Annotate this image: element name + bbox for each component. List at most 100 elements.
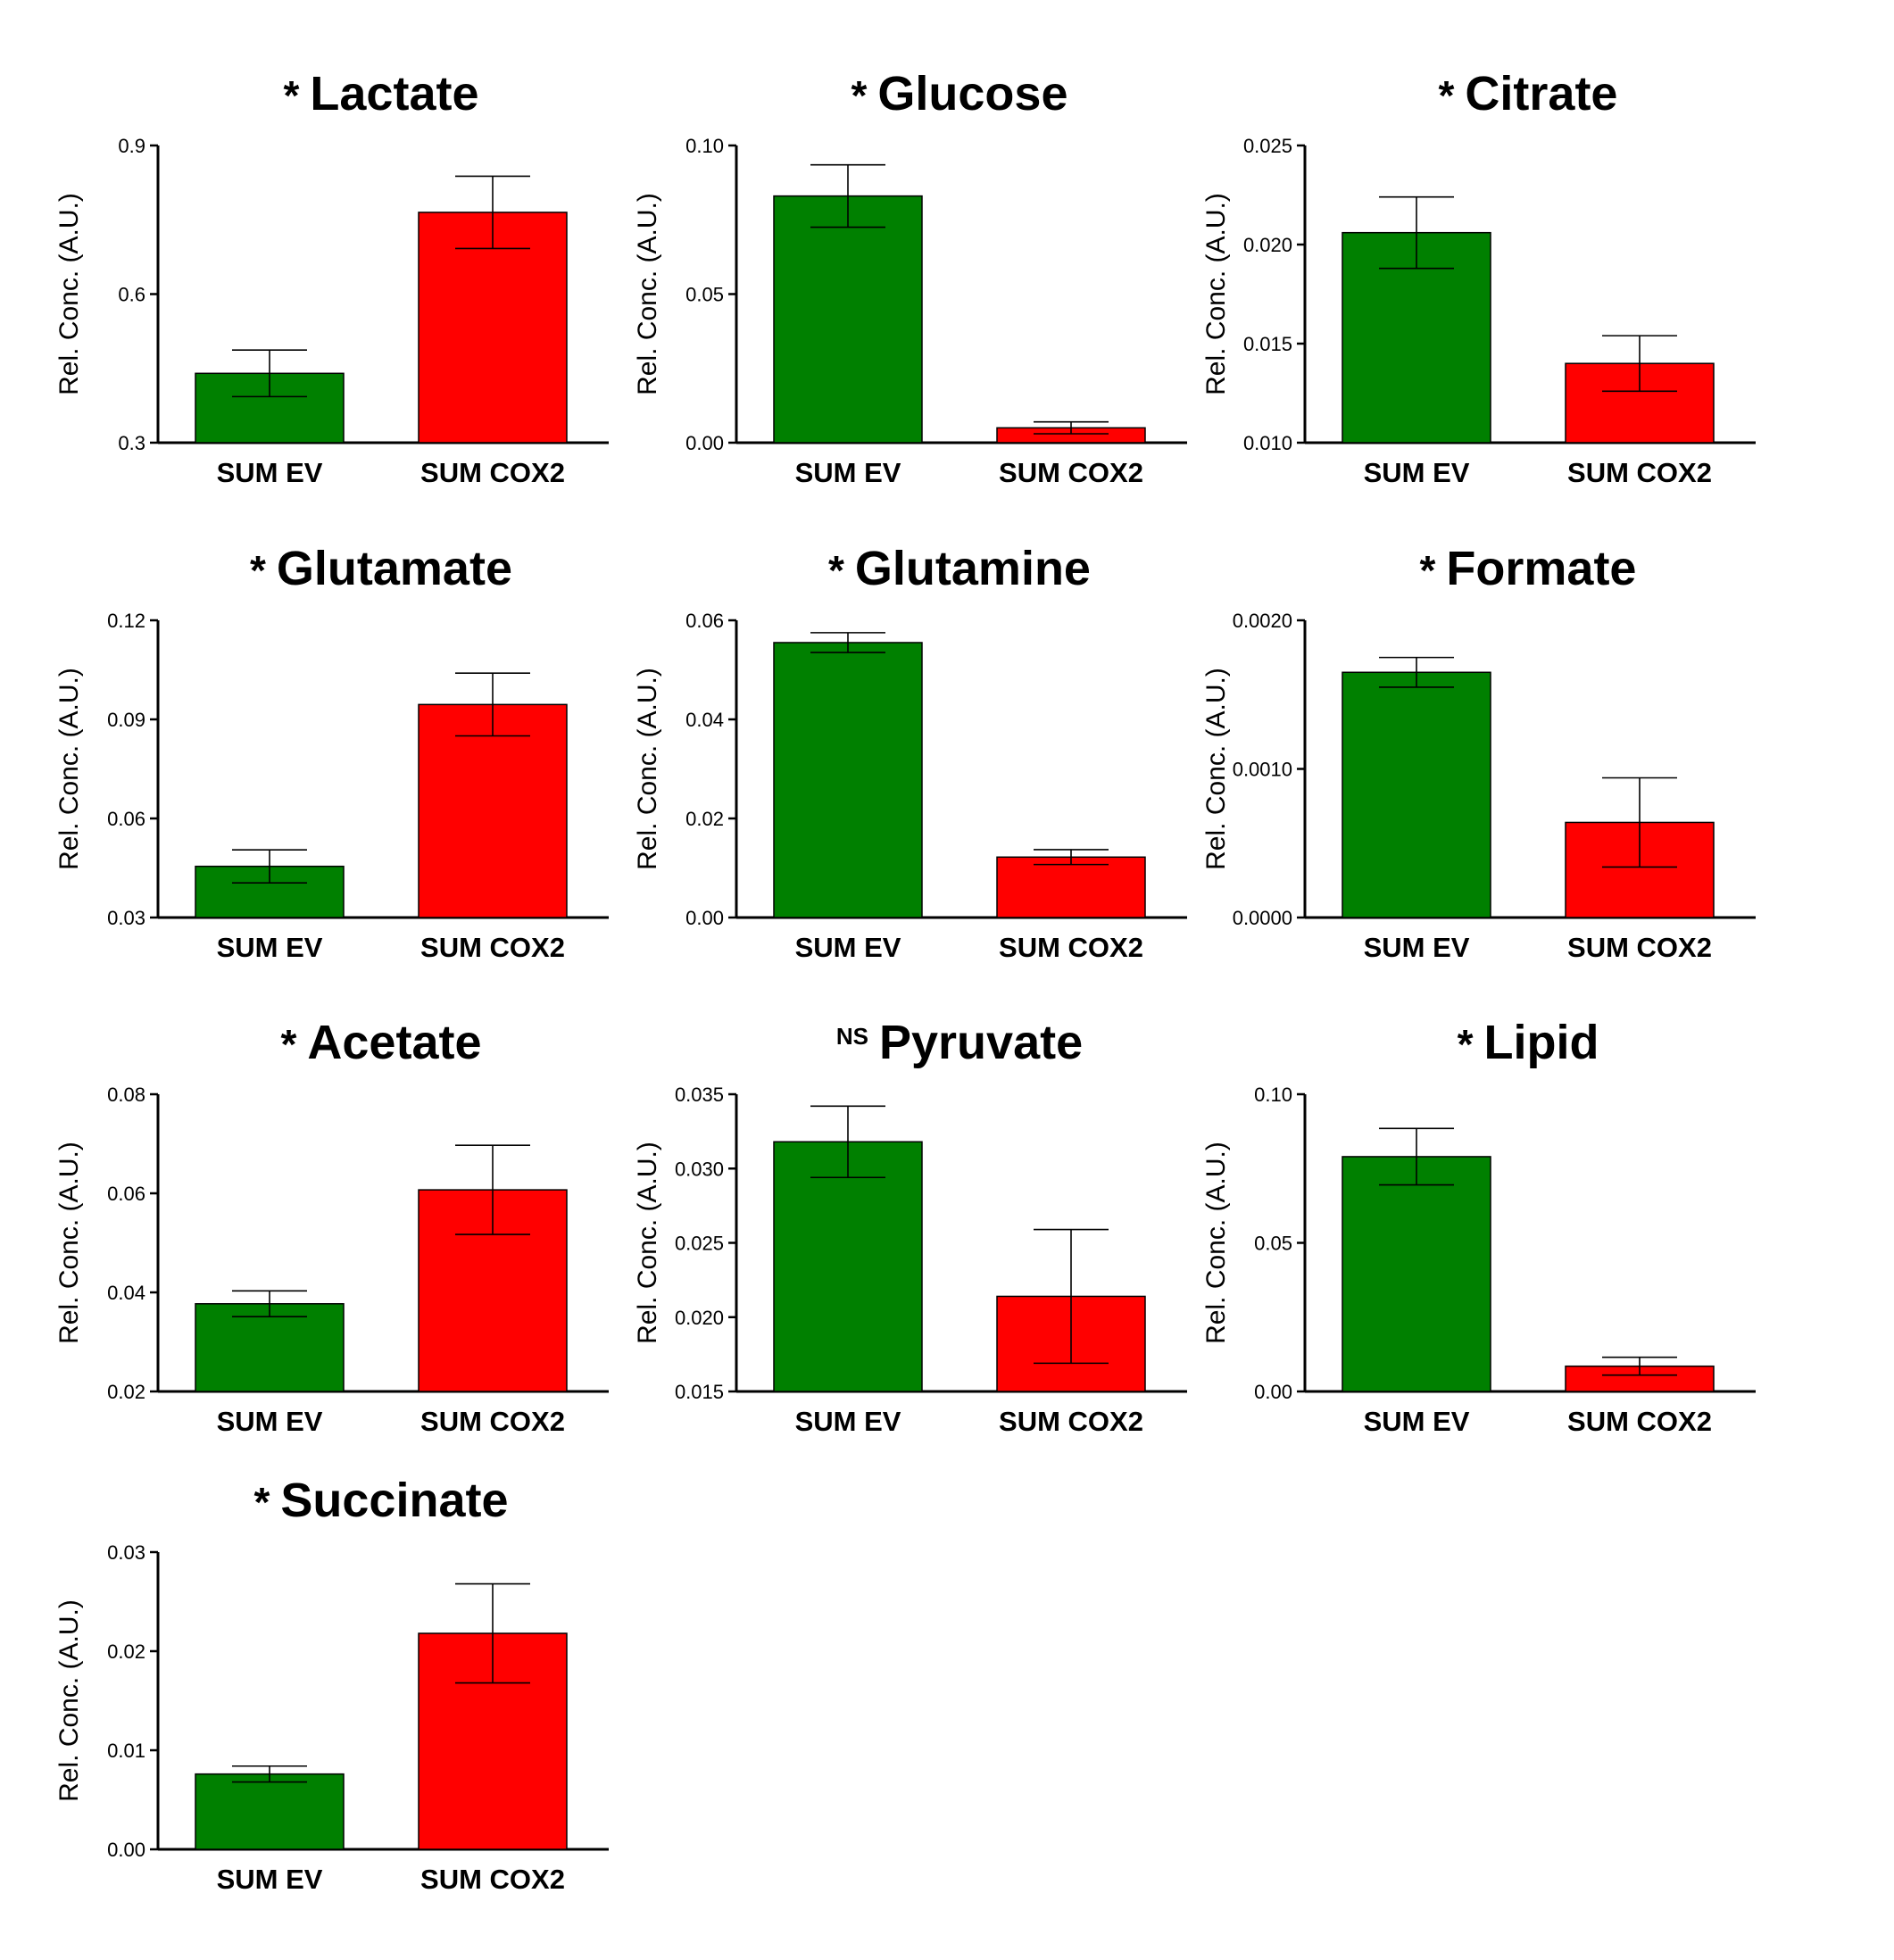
category-label: SUM COX2 <box>420 932 565 963</box>
y-tick-label: 0.025 <box>1243 135 1292 157</box>
bar-sum-cox2 <box>418 703 568 918</box>
bar-sum-ev <box>773 195 923 444</box>
panel-title: * Glutamate <box>250 542 512 595</box>
panel-succinate: * Succinate Rel. Conc. (A.U.) 0.00 0.01 0.02 0… <box>54 1474 609 1895</box>
panel-formate: * Formate Rel. Conc. (A.U.) 0.0000 0.0010 0.0… <box>1201 542 1756 963</box>
category-label: SUM COX2 <box>1567 457 1712 488</box>
panel-title-text: Citrate <box>1465 67 1617 120</box>
y-tick-label: 0.12 <box>107 610 145 632</box>
category-label: SUM EV <box>217 1864 323 1895</box>
y-tick-label: 0.6 <box>118 284 145 306</box>
y-tick-label: 0.05 <box>1254 1233 1292 1255</box>
significance-marker: * <box>1439 72 1455 119</box>
category-label: SUM EV <box>795 457 901 488</box>
significance-marker: * <box>281 1021 297 1067</box>
y-tick-label: 0.02 <box>107 1381 145 1403</box>
y-tick-label: 0.035 <box>675 1084 724 1106</box>
panel-title: * Acetate <box>281 1016 482 1069</box>
category-label: SUM COX2 <box>999 457 1143 488</box>
bar-sum-ev <box>773 1141 923 1392</box>
category-label: SUM EV <box>217 457 323 488</box>
significance-marker: * <box>250 547 266 594</box>
y-tick-label: 0.00 <box>1254 1381 1292 1403</box>
bar-sum-ev <box>1342 1156 1491 1392</box>
panel-glutamate: * Glutamate Rel. Conc. (A.U.) 0.03 0.06 0.09 0… <box>54 542 609 963</box>
panel-title: * Glutamine <box>828 542 1091 595</box>
bar-sum-cox2 <box>418 212 568 444</box>
panel-pyruvate: NS Pyruvate Rel. Conc. (A.U.) 0.015 0.020 0.0… <box>633 1016 1187 1437</box>
panel-title: * Lipid <box>1458 1016 1599 1069</box>
category-label: SUM COX2 <box>999 1406 1143 1437</box>
category-label: SUM COX2 <box>999 932 1143 963</box>
panel-glutamine: * Glutamine Rel. Conc. (A.U.) 0.00 0.02 0.04 0… <box>633 542 1187 963</box>
panel-citrate: * Citrate Rel. Conc. (A.U.) 0.010 0.015 0.020… <box>1201 67 1756 488</box>
panel-lipid: * Lipid Rel. Conc. (A.U.) 0.00 0.05 0.10 SUM E… <box>1201 1016 1756 1437</box>
y-axis-label: Rel. Conc. (A.U.) <box>633 193 662 395</box>
significance-marker: * <box>1420 547 1436 594</box>
category-label: SUM COX2 <box>1567 932 1712 963</box>
panel-title-text: Pyruvate <box>879 1016 1083 1069</box>
y-tick-label: 0.00 <box>107 1839 145 1861</box>
y-tick-label: 0.09 <box>107 709 145 731</box>
panel-title: NS Pyruvate <box>836 1016 1083 1069</box>
panel-title: * Citrate <box>1439 67 1618 120</box>
y-tick-label: 0.00 <box>685 907 724 929</box>
y-tick-label: 0.015 <box>1243 333 1292 355</box>
y-tick-label: 0.10 <box>1254 1084 1292 1106</box>
bar-sum-ev <box>773 642 923 918</box>
panel-title-text: Lactate <box>310 67 478 120</box>
category-label: SUM EV <box>1364 457 1470 488</box>
y-tick-label: 0.10 <box>685 135 724 157</box>
y-tick-label: 0.08 <box>107 1084 145 1106</box>
y-axis-label: Rel. Conc. (A.U.) <box>1201 193 1231 395</box>
y-axis-label: Rel. Conc. (A.U.) <box>1201 1142 1231 1344</box>
significance-marker: * <box>828 547 844 594</box>
y-tick-label: 0.04 <box>107 1282 145 1304</box>
panel-title-text: Acetate <box>307 1016 481 1069</box>
significance-marker: * <box>253 1479 270 1525</box>
panel-title-text: Glutamate <box>277 542 512 595</box>
category-label: SUM EV <box>795 932 901 963</box>
y-axis-label: Rel. Conc. (A.U.) <box>633 668 662 870</box>
y-tick-label: 0.030 <box>675 1158 724 1180</box>
panel-title-text: Formate <box>1446 542 1636 595</box>
panel-title: * Lactate <box>284 67 479 120</box>
significance-marker: * <box>1458 1021 1474 1067</box>
panel-glucose: * Glucose Rel. Conc. (A.U.) 0.00 0.05 0.10 SUM… <box>633 67 1187 488</box>
y-tick-label: 0.05 <box>685 284 724 306</box>
bar-sum-ev <box>195 1303 345 1392</box>
y-tick-label: 0.03 <box>107 1541 145 1564</box>
y-tick-label: 0.02 <box>685 808 724 830</box>
category-label: SUM COX2 <box>1567 1406 1712 1437</box>
y-tick-label: 0.06 <box>685 610 724 632</box>
y-tick-label: 0.010 <box>1243 432 1292 454</box>
y-tick-label: 0.03 <box>107 907 145 929</box>
panel-title-text: Glucose <box>877 67 1067 120</box>
y-axis-label: Rel. Conc. (A.U.) <box>54 668 84 870</box>
panel-acetate: * Acetate Rel. Conc. (A.U.) 0.02 0.04 0.06 0.0… <box>54 1016 609 1437</box>
y-tick-label: 0.06 <box>107 1183 145 1205</box>
category-label: SUM EV <box>217 932 323 963</box>
significance-marker: NS <box>836 1023 868 1050</box>
category-label: SUM COX2 <box>420 1864 565 1895</box>
y-tick-label: 0.9 <box>118 135 145 157</box>
y-tick-label: 0.06 <box>107 808 145 830</box>
category-label: SUM EV <box>1364 932 1470 963</box>
panel-title: * Formate <box>1420 542 1637 595</box>
bar-sum-cox2 <box>996 856 1146 918</box>
panel-title-text: Lipid <box>1483 1016 1599 1069</box>
bar-sum-ev <box>1342 671 1491 918</box>
panel-lactate: * Lactate Rel. Conc. (A.U.) 0.3 0.6 0.9 SUM EV… <box>54 67 609 488</box>
y-tick-label: 0.025 <box>675 1233 724 1255</box>
significance-marker: * <box>851 72 868 119</box>
y-tick-label: 0.00 <box>685 432 724 454</box>
y-axis-label: Rel. Conc. (A.U.) <box>54 1142 84 1344</box>
y-tick-label: 0.0000 <box>1233 907 1292 929</box>
category-label: SUM EV <box>217 1406 323 1437</box>
y-tick-label: 0.0020 <box>1233 610 1292 632</box>
category-label: SUM EV <box>795 1406 901 1437</box>
category-label: SUM COX2 <box>420 1406 565 1437</box>
y-tick-label: 0.0010 <box>1233 759 1292 781</box>
y-tick-label: 0.020 <box>675 1307 724 1329</box>
y-tick-label: 0.020 <box>1243 234 1292 256</box>
